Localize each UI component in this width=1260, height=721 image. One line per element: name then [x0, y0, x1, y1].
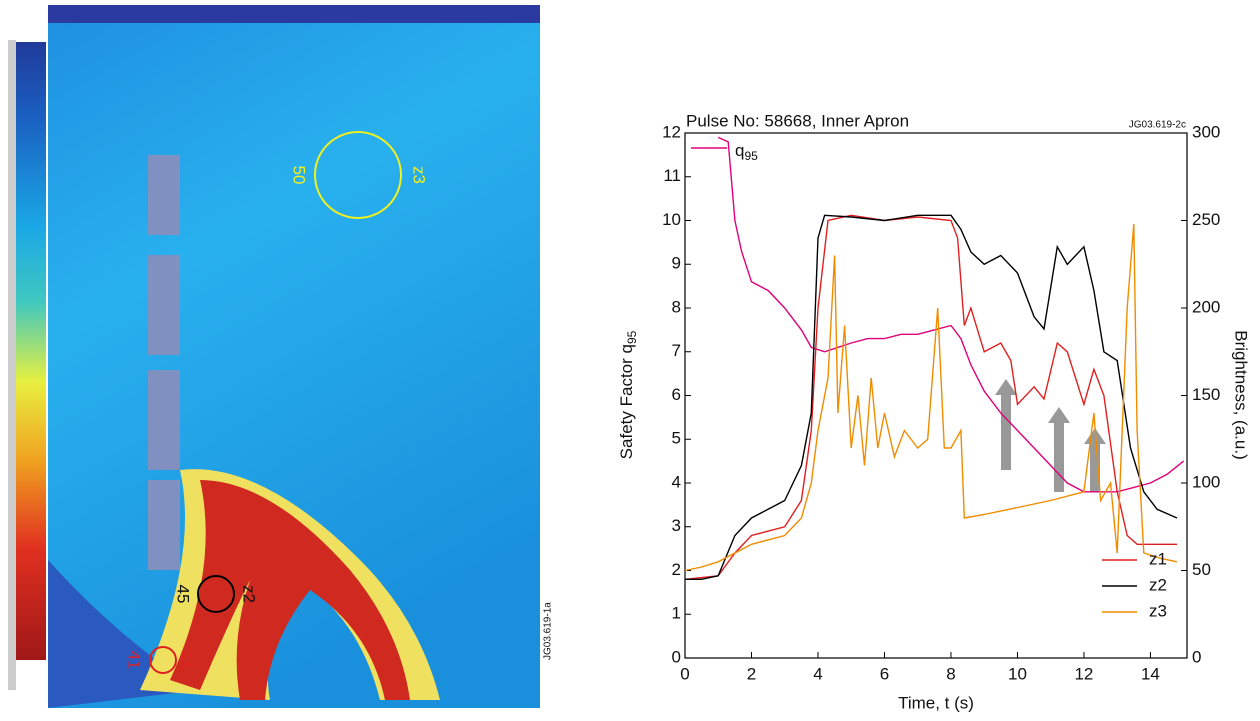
legend-label: z2	[1149, 575, 1167, 594]
y2-tick-label: 100	[1192, 472, 1220, 491]
y2-tick-label: 0	[1192, 647, 1201, 666]
y-tick-label: 0	[672, 647, 681, 666]
image-code: JG03.619-1a	[543, 602, 554, 660]
x-tick-label: 14	[1141, 664, 1160, 683]
x-tick-label: 2	[747, 664, 756, 683]
region-circle	[197, 575, 235, 613]
region-value: 50	[290, 166, 309, 185]
y-tick-label: 3	[672, 516, 681, 535]
y-tick-label: 12	[662, 122, 681, 141]
region-name: z2	[240, 585, 259, 603]
legend-label: z3	[1149, 601, 1167, 620]
y-tick-label: 6	[672, 385, 681, 404]
y-tick-label: 10	[662, 210, 681, 229]
y2-tick-label: 50	[1192, 560, 1211, 579]
y-tick-label: 1	[672, 604, 681, 623]
region-name: z1	[178, 651, 197, 669]
y2-axis-label: Brightness, (a.u.)	[1232, 330, 1251, 459]
chart-title: Pulse No: 58668, Inner Apron	[686, 111, 909, 130]
data-line	[717, 136, 1185, 493]
x-tick-label: 6	[880, 664, 889, 683]
x-tick-label: 8	[946, 664, 955, 683]
x-tick-label: 12	[1074, 664, 1093, 683]
x-tick-label: 10	[1008, 664, 1027, 683]
legend-sub: 95	[744, 149, 758, 163]
y-axis-label: Safety Factor q95	[617, 330, 639, 459]
plot-frame	[684, 132, 1188, 659]
data-line	[685, 214, 1178, 580]
data-line	[684, 223, 1178, 572]
y-label-sub: 95	[625, 330, 639, 344]
x-axis-label: Time, t (s)	[898, 693, 974, 712]
chart-code: JG03.619-2c	[1129, 120, 1186, 131]
region-value: 41	[125, 651, 144, 670]
legend-label: q95	[735, 141, 758, 163]
timestamp-blobs	[148, 155, 180, 570]
region-value: 45	[174, 585, 193, 604]
y-tick-label: 11	[663, 166, 681, 185]
y2-tick-label: 200	[1192, 297, 1220, 316]
y-tick-label: 8	[672, 297, 681, 316]
y-tick-label: 9	[672, 254, 681, 273]
arrows	[995, 379, 1106, 492]
region-circle	[149, 646, 177, 674]
region-name: z3	[410, 166, 429, 184]
strip	[8, 40, 16, 690]
y-tick-label: 2	[672, 560, 681, 579]
region-circle	[314, 131, 402, 219]
y-tick-label: 5	[672, 429, 681, 448]
y2-tick-label: 300	[1192, 122, 1220, 141]
x-tick-label: 0	[680, 664, 689, 683]
y-label-text: Safety Factor q	[617, 344, 636, 459]
plume-red	[170, 480, 410, 700]
y-tick-label: 4	[672, 472, 681, 491]
color-bar	[16, 42, 46, 660]
image-top	[48, 5, 540, 23]
y-tick-label: 7	[672, 341, 681, 360]
ir-image: 50 z3 45 z2 41 z1 JG03.619-1a	[8, 5, 554, 708]
legend-text: q	[735, 141, 744, 160]
y2-tick-label: 250	[1192, 210, 1220, 229]
data-line	[684, 214, 1177, 580]
y2-tick-label: 150	[1192, 385, 1220, 404]
x-tick-label: 4	[813, 664, 822, 683]
legend-label: z1	[1149, 549, 1167, 568]
